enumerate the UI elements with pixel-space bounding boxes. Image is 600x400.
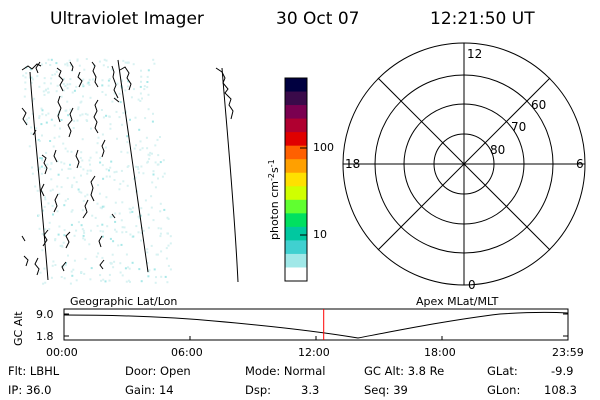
- image-time: 12:21:50 UT: [430, 9, 535, 29]
- color-band: [285, 159, 307, 174]
- image-date: 30 Oct 07: [276, 9, 360, 29]
- timeline-xtick-0: 00:00: [46, 346, 78, 359]
- gc-alt-status: GC Alt: 3.8 Re: [364, 364, 445, 378]
- mlt-label-midnight: 0: [468, 278, 476, 292]
- geographic-image-panel: [21, 58, 239, 285]
- color-band: [285, 105, 307, 120]
- color-band: [285, 172, 307, 187]
- color-band: [285, 91, 307, 106]
- timeline-xtick-3: 18:00: [424, 346, 456, 359]
- ip-status: IP: 36.0: [8, 383, 52, 397]
- gain-status: Gain: 14: [125, 383, 174, 397]
- color-band: [285, 240, 307, 255]
- color-bar: 100 10 photon cm-2s-1: [267, 77, 334, 282]
- color-band: [285, 118, 307, 133]
- app-title: Ultraviolet Imager: [50, 9, 204, 29]
- color-bar-unit: photon cm-2s-1: [267, 159, 281, 240]
- color-tick-10: 10: [313, 228, 327, 241]
- color-band: [285, 132, 307, 147]
- emission-speckle: [22, 58, 172, 285]
- timeline-left-title: Geographic Lat/Lon: [70, 295, 177, 308]
- orbit-timeline: [63, 308, 569, 341]
- color-band: [285, 78, 307, 93]
- timeline-frame: [63, 308, 569, 341]
- mode-status: Mode: Normal: [245, 364, 326, 378]
- glon-value: 108.3: [544, 383, 577, 397]
- filter-status: Flt: LBHL: [8, 364, 60, 378]
- glat-value: -9.9: [551, 364, 574, 378]
- coastlines: [21, 61, 234, 276]
- color-band: [285, 145, 307, 160]
- longitude-line: [29, 71, 49, 281]
- longitude-line: [117, 59, 149, 273]
- altitude-curve: [63, 311, 569, 339]
- longitude-line: [221, 67, 239, 283]
- meridian-line: [377, 77, 551, 251]
- mlt-label-noon: 12: [467, 47, 482, 61]
- door-status: Door: Open: [125, 364, 191, 378]
- timeline-ylabel: GC Alt: [12, 311, 25, 346]
- timeline-xtick-4: 23:59: [552, 346, 584, 359]
- color-scale: [285, 78, 307, 282]
- timeline-xtick-1: 06:00: [171, 346, 203, 359]
- color-band: [285, 267, 307, 282]
- timeline-ytick-bottom: 1.8: [36, 330, 54, 343]
- seq-status: Seq: 39: [364, 383, 408, 397]
- color-bar-frame: [284, 77, 308, 282]
- color-band: [285, 253, 307, 269]
- polar-mlt-plot: [342, 42, 586, 286]
- lat-label-80: 80: [490, 143, 505, 157]
- dsp-value: 3.3: [301, 383, 320, 397]
- dsp-label: Dsp:: [245, 383, 272, 397]
- glon-label: GLon:: [487, 383, 521, 397]
- lat-label-70: 70: [511, 120, 526, 134]
- timeline-xtick-2: 12:00: [298, 346, 330, 359]
- mlt-label-dusk: 18: [345, 157, 360, 171]
- color-tick-100: 100: [313, 141, 334, 154]
- timeline-ytick-top: 9.0: [36, 308, 54, 321]
- color-band: [285, 213, 307, 228]
- color-band: [285, 226, 307, 241]
- mlt-label-dawn: 6: [576, 157, 584, 171]
- color-band: [285, 186, 307, 201]
- glat-label: GLat:: [487, 364, 518, 378]
- color-band: [285, 199, 307, 214]
- lat-label-60: 60: [531, 98, 546, 112]
- timeline-right-title: Apex MLat/MLT: [416, 295, 499, 308]
